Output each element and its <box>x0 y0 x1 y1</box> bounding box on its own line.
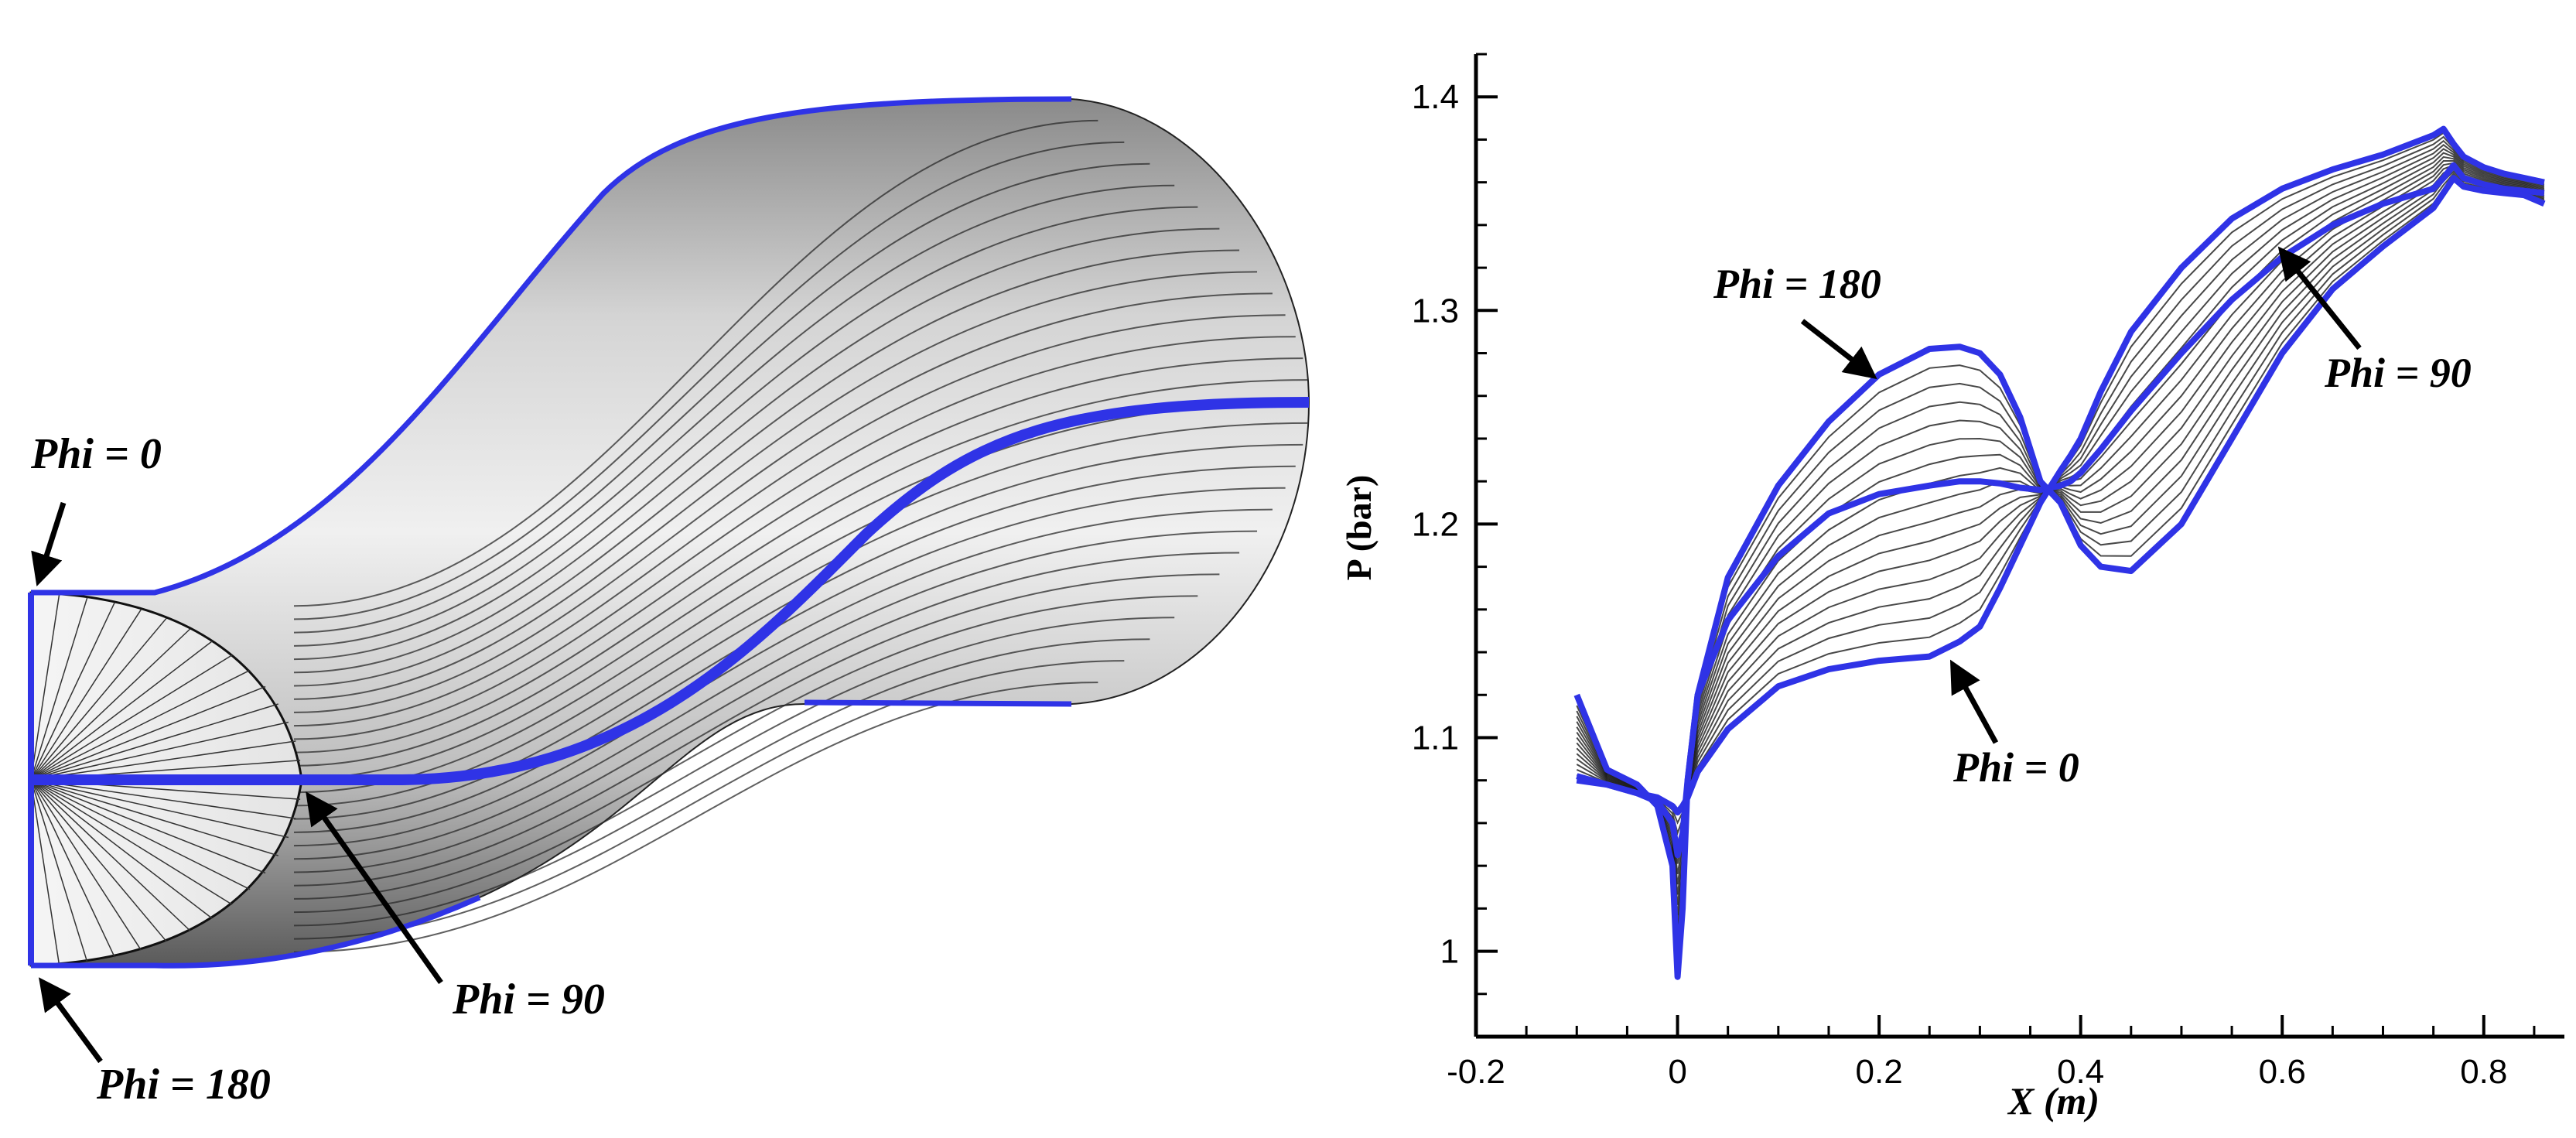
phi180-label: Phi = 180 <box>96 1061 271 1109</box>
inlet-spoke <box>30 654 233 781</box>
duct-streamline <box>293 617 1175 914</box>
duct-streamline <box>293 357 1303 754</box>
x-tick-label: 0.4 <box>2057 1053 2104 1091</box>
duct-streamline <box>293 162 1150 634</box>
duct-streamline <box>293 422 1308 794</box>
phi90-curve <box>31 397 1310 785</box>
duct-streamline <box>293 141 1125 620</box>
duct-streamline <box>293 487 1286 833</box>
inlet-spoke <box>30 609 142 781</box>
inlet-spoke <box>30 779 251 890</box>
duct-streamline <box>293 638 1150 927</box>
duct-streamline <box>293 595 1198 900</box>
chart-arrow-phi90 <box>2277 246 2362 350</box>
inlet-spoke <box>30 641 213 781</box>
duct-streamline <box>293 119 1098 607</box>
y-tick-label: 1.3 <box>1412 292 1459 330</box>
duct-panel: Phi = 0 Phi = 90 Phi = 180 <box>28 96 1310 1109</box>
duct-streamline <box>293 508 1273 847</box>
phi0-label: Phi = 0 <box>30 430 162 478</box>
duct-top-edge <box>31 96 1072 596</box>
inlet-spoke <box>30 779 289 839</box>
duct-streamline <box>293 660 1125 940</box>
x-tick-label: 0.2 <box>1856 1053 1903 1091</box>
y-tick-label: 1.2 <box>1412 505 1459 543</box>
inlet-spoke <box>30 628 191 781</box>
phi0-arrow <box>31 501 67 587</box>
duct-streamline <box>293 184 1175 647</box>
duct-streamline <box>293 336 1296 740</box>
duct-streamline <box>293 227 1220 674</box>
y-tick-label: 1 <box>1440 933 1459 971</box>
x-tick-label: -0.2 <box>1447 1053 1505 1091</box>
duct-streamline <box>293 271 1258 700</box>
y-tick-label: 1.1 <box>1412 719 1459 757</box>
duct-streamline <box>293 292 1273 713</box>
inlet-spoke <box>30 779 278 856</box>
inlet-spoke <box>30 740 296 781</box>
duct-streamline <box>293 530 1258 860</box>
inlet-spoke <box>30 779 191 931</box>
duct-streamlines <box>293 119 1310 953</box>
chart-arrow-phi180 <box>1800 319 1877 380</box>
inlet-spoke <box>30 779 60 965</box>
inlet-spoke <box>30 594 60 781</box>
series-line-2 <box>1573 175 2546 980</box>
x-tick-label: 0.6 <box>2259 1053 2306 1091</box>
inlet-spoke <box>30 669 251 781</box>
x-tick-label: 0 <box>1668 1053 1686 1091</box>
y-tick-label: 1.4 <box>1412 78 1459 116</box>
phi90-arrow <box>306 791 443 985</box>
inlet-spoke <box>30 721 289 781</box>
phi90-label: Phi = 90 <box>452 976 605 1024</box>
inlet-spoke <box>30 779 266 874</box>
inlet-spoke <box>30 703 278 781</box>
inlet-spoke <box>30 597 88 781</box>
plot-family-lines <box>1576 132 2545 967</box>
chart-arrow-phi0 <box>1949 659 1999 744</box>
y-axis-title: P (bar) <box>1339 475 1379 581</box>
duct-streamline <box>293 401 1310 780</box>
inlet-spoke <box>30 779 115 958</box>
duct-streamline <box>293 206 1198 661</box>
duct-streamline <box>293 465 1296 820</box>
inlet-spoke <box>30 779 213 919</box>
inlet-spoke <box>30 617 167 781</box>
inlet-spoke <box>30 779 296 819</box>
x-tick-label: 0.8 <box>2460 1053 2507 1091</box>
duct-streamline <box>293 379 1308 767</box>
plot-highlight-series <box>1573 125 2546 980</box>
duct-streamline <box>293 314 1286 727</box>
chart-label-phi90: Phi = 90 <box>2324 350 2472 396</box>
inlet-spoke <box>30 602 115 781</box>
inlet-spoke <box>30 779 233 905</box>
duct-streamline <box>293 573 1220 887</box>
chart-label-phi180: Phi = 180 <box>1713 261 1881 307</box>
inlet-spoke <box>30 685 266 781</box>
x-axis-title: X (m) <box>2007 1079 2099 1123</box>
inlet-spoke <box>30 779 167 942</box>
plot-axes: -0.2 0 0.2 0.4 0.6 0.8 1 1.1 1.2 1.3 1.4 <box>1412 53 2564 1091</box>
duct-bottom-edge <box>31 699 1072 969</box>
duct-streamline <box>293 682 1098 953</box>
inlet-spoke <box>30 779 88 962</box>
pressure-chart: -0.2 0 0.2 0.4 0.6 0.8 1 1.1 1.2 1.3 1.4 X (m) P (… <box>1339 53 2564 1123</box>
duct-streamline <box>293 249 1240 687</box>
duct-streamline <box>293 552 1240 873</box>
phi180-arrow <box>39 977 103 1064</box>
inlet-spoke <box>30 779 142 951</box>
chart-label-phi0: Phi = 0 <box>1952 744 2079 791</box>
